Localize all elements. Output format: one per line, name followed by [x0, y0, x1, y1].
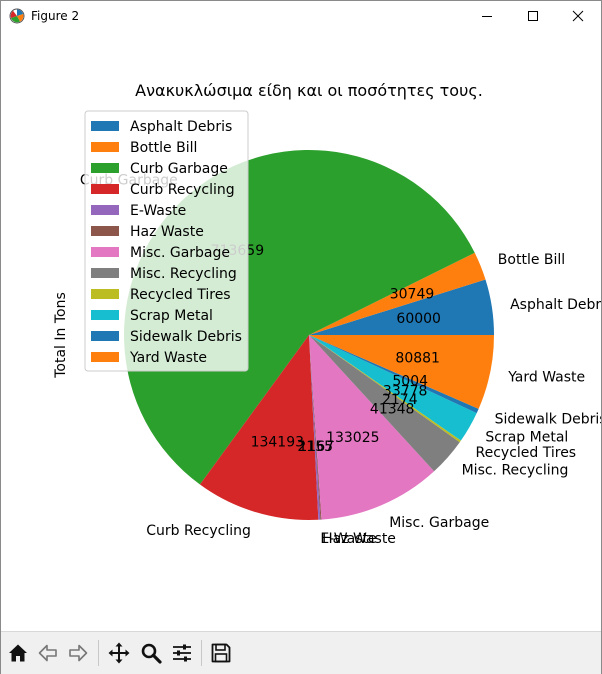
pie-slice-misc-garbage: [309, 335, 435, 520]
pie-value-label: 134193: [251, 434, 304, 450]
legend-swatch: [91, 121, 119, 131]
home-button[interactable]: [4, 638, 32, 668]
pie-value-label: 33778: [383, 383, 428, 399]
legend-swatch: [91, 163, 119, 173]
pie-value-label: 2155: [297, 439, 333, 455]
legend-entry-scrap-metal: Scrap Metal: [130, 308, 213, 324]
close-button[interactable]: [555, 1, 601, 31]
pie-label-recycled-tires: Recycled Tires: [476, 445, 577, 461]
legend-swatch: [91, 352, 119, 362]
pie-label-misc-garbage: Misc. Garbage: [389, 515, 489, 531]
figure-canvas[interactable]: Ανακυκλώσιμα είδη και οι ποσότητες τους.…: [1, 31, 602, 631]
legend-entry-haz-waste: Haz Waste: [130, 224, 204, 240]
legend-swatch: [91, 289, 119, 299]
pie-value-label: 1167: [298, 439, 334, 455]
pie-label-scrap-metal: Scrap Metal: [485, 429, 568, 445]
pie-value-label: 41348: [370, 402, 415, 418]
pie-value-label: 5004: [392, 374, 428, 390]
toolbar-separator: [98, 640, 99, 666]
forward-arrow-icon: [69, 644, 88, 662]
legend-entry-recycled-tires: Recycled Tires: [130, 287, 231, 303]
legend-entry-bottle-bill: Bottle Bill: [130, 140, 197, 156]
legend-entry-asphalt-debris: Asphalt Debris: [130, 119, 232, 135]
y-axis-label: Total In Tons: [53, 292, 69, 379]
legend-entry-e-waste: E-Waste: [130, 203, 186, 219]
pie-value-label: 60000: [396, 311, 441, 327]
pie-label-e-waste: E-Waste: [320, 531, 376, 547]
configure-subplots-icon: [173, 644, 191, 662]
zoom-icon: [141, 643, 162, 664]
pan-icon: [108, 642, 130, 664]
legend-swatch: [91, 331, 119, 341]
pie-slice-curb-recycling: [199, 335, 319, 520]
pie-slice-e-waste: [309, 335, 321, 520]
minimize-button[interactable]: [464, 1, 510, 31]
legend-entry-curb-garbage: Curb Garbage: [130, 161, 228, 177]
pie-value-label: 133025: [326, 430, 379, 446]
pie-value-label: 80881: [395, 351, 440, 367]
pie-label-sidewalk-debris: Sidewalk Debris: [495, 412, 601, 428]
pie-label-misc-recycling: Misc. Recycling: [462, 463, 569, 479]
close-icon: [572, 10, 584, 22]
legend-swatch: [91, 268, 119, 278]
pie-slice-scrap-metal: [309, 335, 477, 441]
pie-slice-sidewalk-debris: [309, 335, 479, 414]
chart-title: Ανακυκλώσιμα είδη και οι ποσότητες τους.: [135, 81, 483, 100]
pie-slice-asphalt-debris: [309, 279, 494, 335]
pie-label-curb-recycling: Curb Recycling: [146, 523, 251, 539]
navigation-toolbar: [1, 631, 601, 674]
legend-swatch: [91, 226, 119, 236]
pie-slice-misc-recycling: [309, 335, 460, 472]
legend-entry-misc-garbage: Misc. Garbage: [130, 245, 230, 261]
legend-frame: [84, 110, 249, 372]
legend-swatch: [91, 142, 119, 152]
pie-label-haz-waste: Haz Waste: [322, 531, 396, 547]
pie-label-yard-waste: Yard Waste: [507, 370, 585, 386]
maximize-button[interactable]: [510, 1, 556, 31]
legend-swatch: [91, 205, 119, 215]
pie-value-label: 2174: [382, 392, 418, 408]
back-button[interactable]: [34, 638, 62, 668]
legend-entry-yard-waste: Yard Waste: [129, 350, 207, 366]
pie-label-asphalt-debris: Asphalt Debris: [510, 297, 601, 313]
legend-swatch: [91, 184, 119, 194]
legend-entry-curb-recycling: Curb Recycling: [130, 182, 235, 198]
title-bar[interactable]: Figure 2: [1, 1, 601, 31]
maximize-icon: [528, 11, 538, 21]
pie-value-labels: 6000030749713659134193215511671330254134…: [211, 243, 441, 455]
pie-label-bottle-bill: Bottle Bill: [498, 252, 565, 268]
minimize-icon: [482, 16, 492, 17]
save-button[interactable]: [207, 638, 235, 668]
zoom-button[interactable]: [137, 638, 165, 668]
legend: Asphalt Debris Bottle Bill Curb Garbage Cur…: [84, 110, 249, 372]
save-icon: [211, 643, 231, 663]
legend-swatch: [91, 247, 119, 257]
pie-chart: Ανακυκλώσιμα είδη και οι ποσότητες τους.…: [53, 81, 602, 547]
pie-value-label: 30749: [390, 287, 435, 303]
forward-button[interactable]: [64, 638, 92, 668]
legend-swatch: [91, 310, 119, 320]
pie-slice-yard-waste: [309, 335, 494, 409]
pie-slice-haz-waste: [309, 335, 322, 520]
matplotlib-logo-icon: [9, 8, 25, 24]
legend-entry-misc-recycling: Misc. Recycling: [130, 266, 237, 282]
window-title: Figure 2: [31, 9, 80, 23]
legend-entry-sidewalk-debris: Sidewalk Debris: [130, 329, 242, 345]
pie-slice-recycled-tires: [309, 335, 461, 443]
toolbar-separator: [201, 640, 202, 666]
back-arrow-icon: [38, 644, 57, 662]
pie-slice-bottle-bill: [309, 252, 486, 335]
home-icon: [9, 644, 27, 662]
configure-subplots-button[interactable]: [168, 638, 196, 668]
pan-button[interactable]: [105, 638, 133, 668]
